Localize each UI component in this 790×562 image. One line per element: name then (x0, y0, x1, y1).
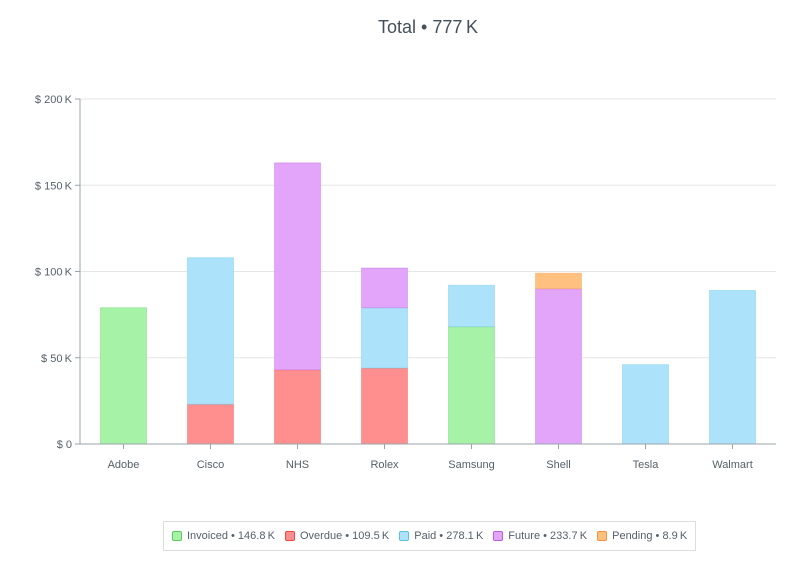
chart: Total • 777 K $ 0 $ 50 K $ 100 K $ 150 K $ 2… (35, 17, 776, 471)
y-tick-label: $ 50 K (41, 353, 73, 365)
x-tick-label: Cisco (197, 459, 225, 471)
legend-item-paid[interactable]: Paid • 278.1 K (399, 530, 483, 542)
legend-label: Pending • 8.9 K (612, 530, 688, 542)
y-tick-label: $ 100 K (35, 267, 73, 279)
legend-label: Paid • 278.1 K (414, 530, 484, 542)
legend-item-pending[interactable]: Pending • 8.9 K (597, 530, 687, 542)
grid (80, 98, 776, 359)
x-tick-label: Shell (546, 459, 570, 471)
legend-swatch (493, 531, 504, 541)
legend-swatch (597, 531, 608, 541)
y-tick-label: $ 200 K (35, 94, 73, 106)
legend-swatch (172, 531, 182, 541)
bar-paid-tesla[interactable] (622, 364, 669, 445)
x-tick-label: Tesla (633, 459, 660, 471)
y-tick-label: $ 150 K (35, 180, 73, 192)
x-tick-label: Samsung (448, 459, 494, 471)
bar-future-shell[interactable] (535, 288, 582, 445)
bar-pending-shell[interactable] (535, 272, 582, 290)
bar-overdue-rolex[interactable] (361, 367, 408, 445)
x-tick-label: Rolex (370, 459, 399, 471)
bar-future-nhs[interactable] (274, 162, 321, 371)
bar-paid-samsung[interactable] (448, 284, 495, 328)
x-tick-label: Walmart (712, 459, 753, 471)
legend-label: Future • 233.7 K (508, 530, 588, 542)
legend-swatch (285, 531, 295, 541)
bar-invoiced-samsung[interactable] (448, 326, 495, 445)
bar-future-rolex[interactable] (361, 267, 408, 309)
legend-label: Invoiced • 146.8 K (187, 530, 275, 542)
bar-paid-walmart[interactable] (709, 289, 756, 445)
legend-label: Overdue • 109.5 K (300, 530, 390, 542)
axes: $ 0 $ 50 K $ 100 K $ 150 K $ 200 K Adobe Cisco… (35, 94, 776, 471)
bar-paid-cisco[interactable] (187, 257, 234, 405)
bar-overdue-nhs[interactable] (274, 369, 321, 445)
bar-invoiced-adobe[interactable] (100, 307, 147, 445)
legend-item-future[interactable]: Future • 233.7 K (493, 530, 587, 542)
x-tick-label: NHS (286, 459, 309, 471)
y-tick-label: $ 0 (57, 439, 72, 451)
legend: Invoiced • 146.8 K Overdue • 109.5 K Paid … (163, 521, 697, 551)
x-tick-label: Adobe (108, 459, 140, 471)
legend-swatch (399, 531, 410, 541)
legend-item-invoiced[interactable]: Invoiced • 146.8 K (172, 530, 275, 542)
bar-overdue-cisco[interactable] (187, 403, 234, 445)
chart-title: Total • 777 K (378, 17, 478, 37)
legend-item-overdue[interactable]: Overdue • 109.5 K (285, 530, 389, 542)
bars (100, 162, 756, 445)
bar-paid-rolex[interactable] (361, 307, 408, 369)
